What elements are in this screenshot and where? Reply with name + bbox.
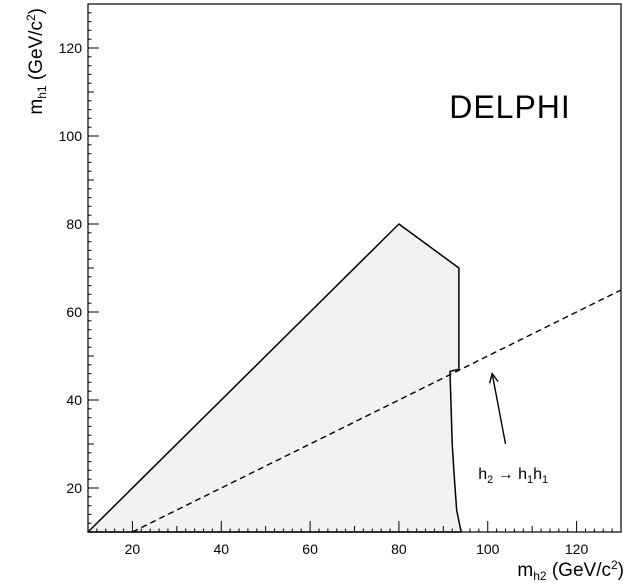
- plot-area: 20 40 60 80 100 120 20 40 60 80 100 120 h2 → h1h1: [59, 3, 622, 557]
- x-tick-label: 100: [476, 541, 500, 557]
- y-tick-label: 100: [59, 128, 83, 144]
- excluded-region: [87, 223, 462, 533]
- x-tick-label: 120: [565, 541, 589, 557]
- y-axis-title: mh1 (GeV/c2): [24, 8, 49, 115]
- y-tick-label: 40: [66, 392, 82, 408]
- x-tick-label: 20: [125, 541, 141, 557]
- x-tick-label: 40: [213, 541, 229, 557]
- y-tick-label: 20: [66, 480, 82, 496]
- x-tick-label: 60: [302, 541, 318, 557]
- annotation-arrow: [491, 373, 507, 445]
- x-axis-title: mh2 (GeV/c2): [517, 558, 624, 583]
- threshold-line: [132, 289, 622, 533]
- y-tick-label: 80: [66, 216, 82, 232]
- y-tick-label: 120: [59, 40, 83, 56]
- annotation-label: h2 → h1h1: [478, 466, 548, 486]
- x-tick-label: 80: [391, 541, 407, 557]
- experiment-label: DELPHI: [449, 89, 571, 125]
- y-tick-label: 60: [66, 304, 82, 320]
- annotation-arrow-head: [488, 372, 499, 384]
